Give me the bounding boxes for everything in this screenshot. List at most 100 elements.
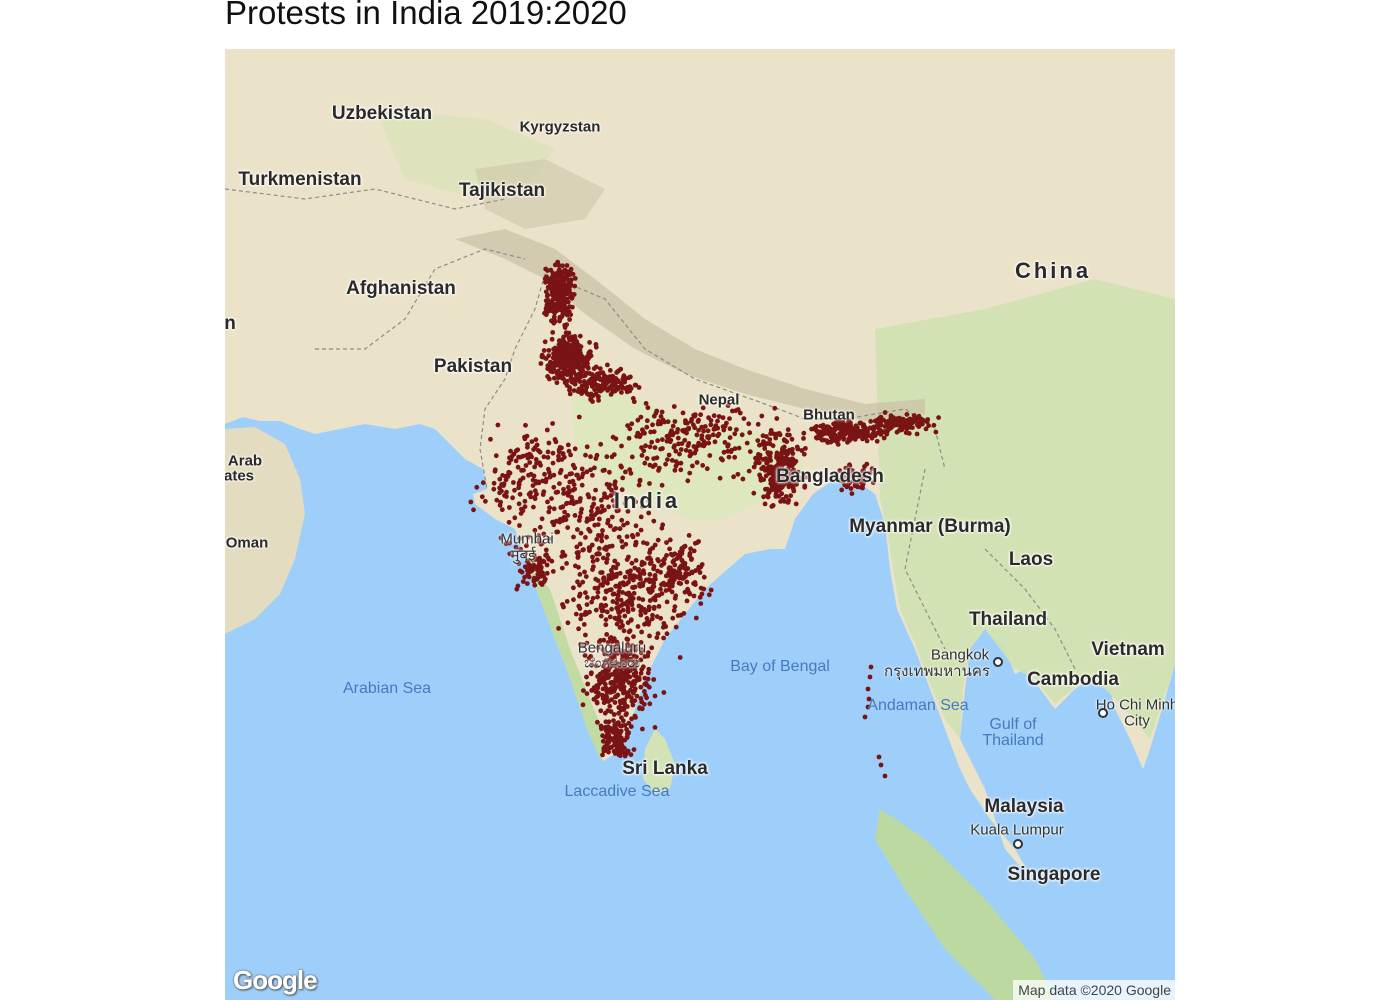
protest-point [648, 429, 654, 435]
protest-point [655, 631, 661, 636]
protest-point [584, 602, 590, 607]
protest-point [863, 434, 869, 440]
protest-point [616, 705, 622, 710]
protest-point [554, 369, 559, 375]
protest-point [685, 478, 691, 484]
protest-point [604, 454, 610, 460]
protest-point [778, 472, 784, 478]
protest-point [549, 496, 554, 501]
protest-point [541, 531, 547, 537]
protest-point [492, 468, 498, 474]
protest-point [655, 438, 660, 444]
protest-point [693, 568, 698, 574]
protest-point [688, 419, 694, 424]
protest-point [734, 427, 739, 432]
protest-point [531, 578, 537, 584]
protest-point [640, 504, 645, 509]
protest-point [607, 614, 613, 620]
protest-point [479, 494, 485, 500]
protest-point [563, 474, 569, 479]
protest-point [619, 749, 625, 755]
protest-point [678, 447, 684, 452]
protest-point [865, 430, 870, 435]
protest-point [692, 580, 698, 585]
protest-point [632, 382, 638, 388]
protest-point [545, 455, 551, 460]
protest-point [680, 410, 686, 416]
protest-point [758, 475, 764, 481]
protest-point [638, 650, 644, 656]
map-attribution[interactable]: Map data ©2020 Google [1013, 980, 1175, 1000]
protest-point [858, 428, 864, 434]
protest-point [618, 742, 624, 747]
protest-point [591, 379, 597, 385]
protest-point [656, 604, 662, 609]
protest-point [520, 579, 526, 584]
protest-point [597, 366, 603, 371]
protest-point [774, 416, 780, 421]
protest-point [556, 338, 562, 344]
protest-point [606, 699, 611, 704]
protest-point [522, 504, 528, 510]
protest-point [538, 361, 544, 366]
protest-point [634, 654, 639, 660]
protest-point [521, 467, 526, 473]
protest-point [599, 538, 605, 544]
protest-point [560, 549, 566, 555]
protest-point [727, 416, 732, 421]
protest-point [522, 574, 527, 580]
protest-point [816, 433, 821, 439]
himalaya-range [455, 229, 925, 421]
protest-point [699, 562, 705, 567]
protest-point [683, 418, 688, 423]
protest-point [606, 672, 612, 678]
protest-point [728, 449, 734, 455]
protest-point [540, 558, 546, 564]
protest-point [631, 590, 637, 596]
protest-point [832, 437, 838, 443]
protest-point [532, 582, 538, 588]
protest-point [613, 647, 619, 653]
protest-point [614, 600, 620, 606]
protest-point [607, 745, 613, 751]
protest-point [642, 621, 647, 627]
protest-point [540, 354, 546, 360]
protest-point [603, 719, 609, 725]
protest-point [763, 473, 769, 479]
protest-point [747, 430, 753, 436]
protest-point [887, 421, 893, 426]
protest-point [665, 572, 671, 578]
protest-point [567, 385, 573, 391]
protest-point [795, 469, 801, 475]
protest-point [904, 412, 910, 417]
protest-point [535, 571, 541, 577]
protest-point [574, 472, 579, 478]
protest-point [582, 569, 587, 575]
protest-point [555, 529, 561, 535]
green-ghats [530, 569, 610, 759]
protest-point [633, 558, 639, 563]
protest-point [618, 700, 624, 706]
protest-point [678, 581, 684, 586]
protest-point [498, 535, 504, 541]
map-panel[interactable]: Uzbekistan Kyrgyzstan Turkmenistan Tajikist… [225, 49, 1175, 1000]
protest-point [583, 609, 589, 615]
protest-point [658, 414, 664, 419]
protest-point [612, 694, 618, 700]
protest-point [671, 608, 677, 613]
protest-point [610, 591, 616, 597]
protest-point [803, 446, 808, 451]
protest-point [661, 621, 667, 626]
protest-point [772, 405, 778, 411]
protest-point [610, 599, 616, 604]
protest-point [557, 481, 562, 486]
protest-point [631, 673, 637, 678]
protest-point [608, 392, 614, 397]
protest-point [618, 619, 624, 624]
protest-point [532, 445, 538, 450]
protest-point [862, 714, 868, 720]
protest-point [828, 433, 834, 438]
protest-point [612, 558, 618, 564]
protest-point [609, 487, 614, 493]
protest-point [765, 450, 771, 455]
